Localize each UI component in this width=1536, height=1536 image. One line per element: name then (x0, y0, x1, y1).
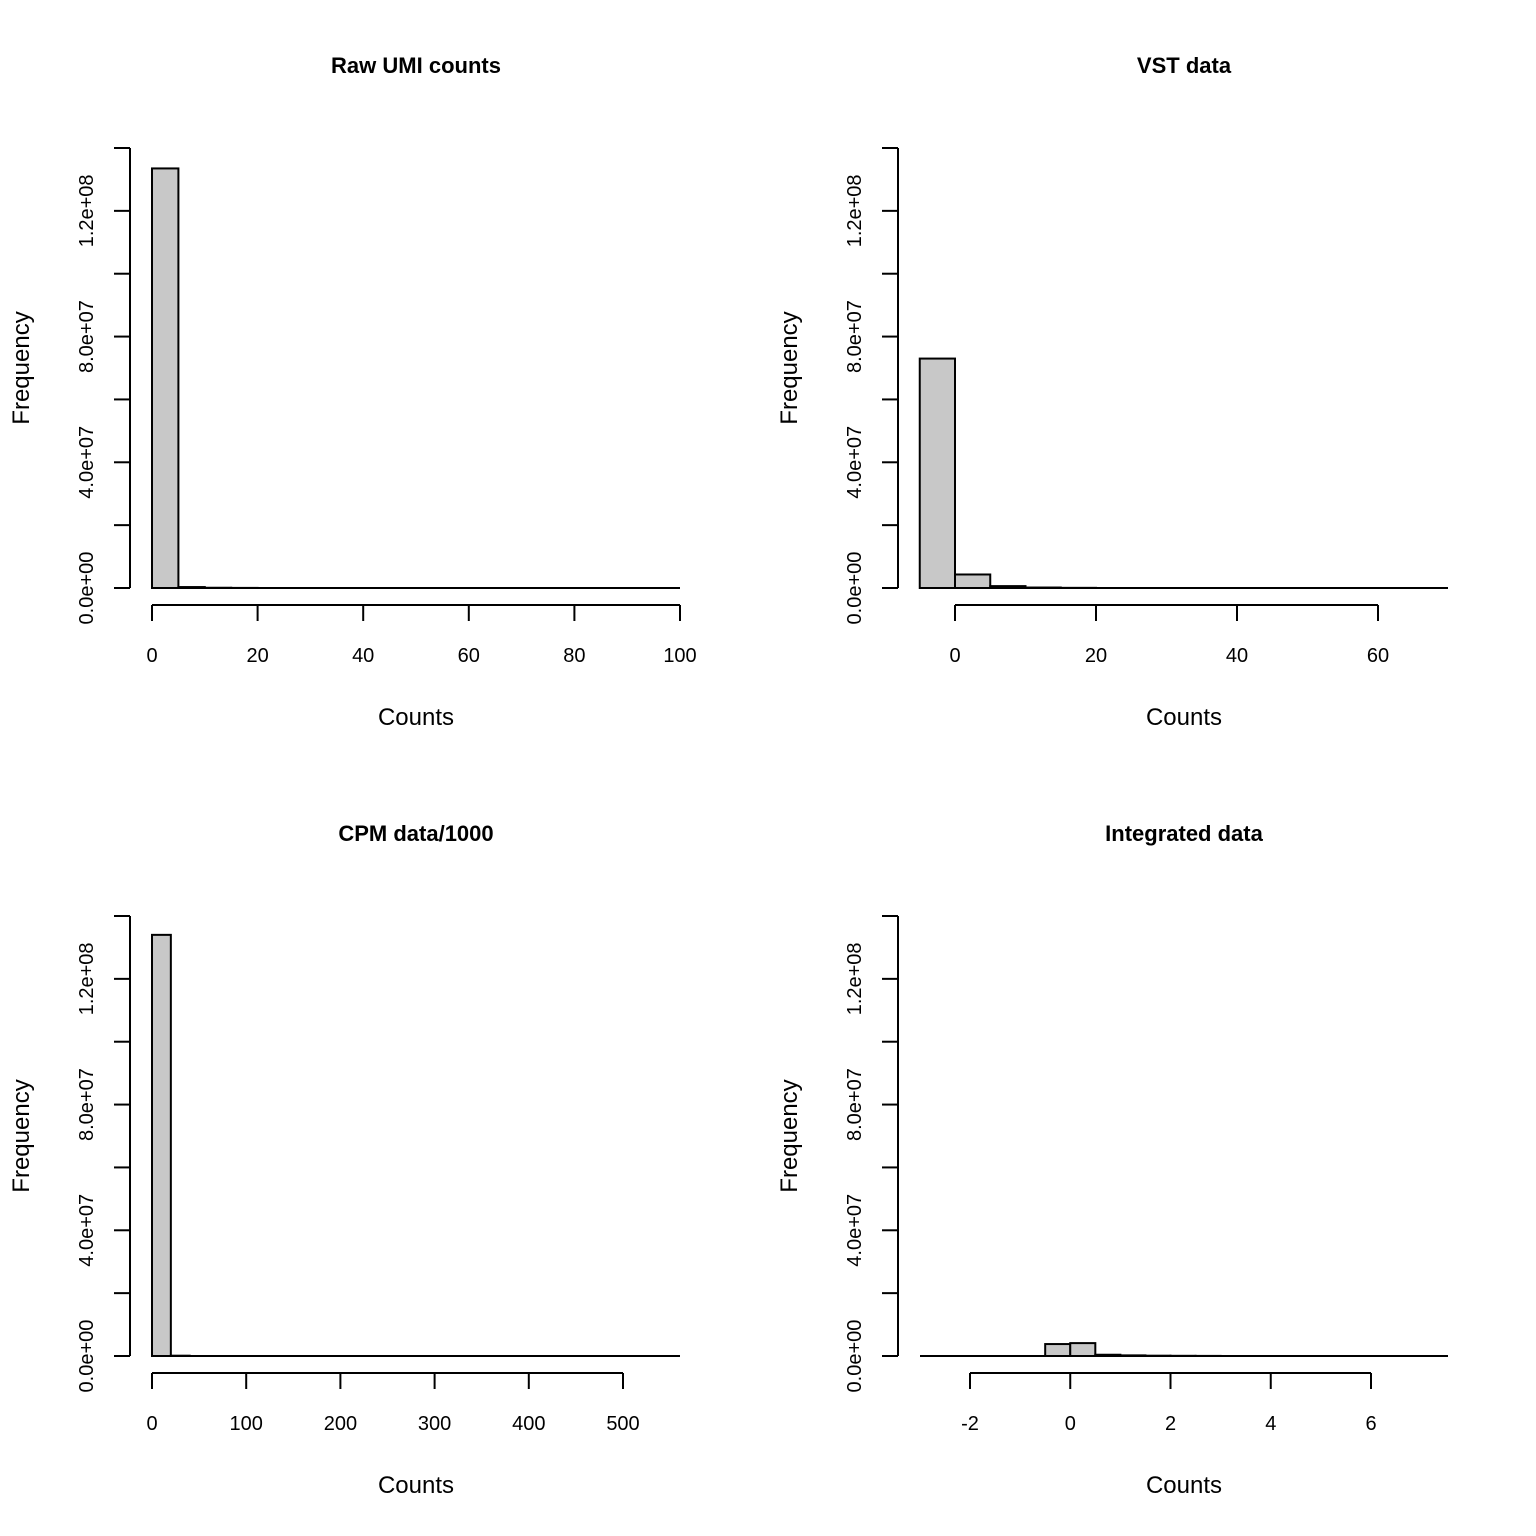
y-tick-label: 1.2e+08 (844, 174, 866, 247)
y-tick-label: 4.0e+07 (76, 426, 98, 499)
y-axis-label: Frequency (8, 1079, 35, 1192)
chart-panel: Integrated data -2 0 2 4 6 Counts 0.0e+00 4.0e+0… (776, 821, 1448, 1499)
y-tick-label: 4.0e+07 (76, 1194, 98, 1267)
chart-title: Integrated data (1105, 821, 1263, 846)
histogram-bar (918, 357, 956, 590)
x-tick-label: 60 (1367, 645, 1389, 667)
y-tick-label: 4.0e+07 (844, 1194, 866, 1267)
x-tick-label: 0 (949, 645, 960, 667)
y-tick-label: 8.0e+07 (76, 300, 98, 373)
x-tick-label: 20 (246, 645, 268, 667)
histogram-bar (954, 573, 992, 590)
x-tick-label: 0 (146, 645, 157, 667)
chart-panel: CPM data/1000 0 100 200 300 400 500 Counts 0.0e+… (8, 821, 680, 1499)
y-tick-label: 0.0e+00 (76, 552, 98, 625)
y-axis-label: Frequency (776, 1079, 803, 1192)
x-tick-label: 0 (1065, 1413, 1076, 1435)
x-tick-label: 300 (418, 1413, 451, 1435)
x-tick-label: 40 (1226, 645, 1248, 667)
x-axis-label: Counts (1146, 1472, 1222, 1499)
y-tick-label: 1.2e+08 (76, 174, 98, 247)
x-axis-label: Counts (378, 704, 454, 731)
x-tick-label: 400 (512, 1413, 545, 1435)
y-tick-label: 8.0e+07 (844, 1068, 866, 1141)
x-tick-label: 4 (1265, 1413, 1276, 1435)
y-tick-label: 1.2e+08 (76, 942, 98, 1015)
histogram-bar (151, 167, 180, 590)
histogram-bar (1044, 1343, 1072, 1357)
x-tick-label: 20 (1085, 645, 1107, 667)
y-tick-label: 8.0e+07 (844, 300, 866, 373)
y-tick-label: 0.0e+00 (76, 1320, 98, 1393)
x-tick-label: 2 (1165, 1413, 1176, 1435)
x-tick-label: 100 (663, 645, 696, 667)
x-tick-label: 60 (458, 645, 480, 667)
chart-title: CPM data/1000 (338, 821, 493, 846)
x-tick-label: -2 (961, 1413, 979, 1435)
y-tick-label: 8.0e+07 (76, 1068, 98, 1141)
chart-panel: VST data 0 20 40 60 Counts 0.0e+00 4.0e+07 8.0e+… (776, 53, 1448, 731)
x-tick-label: 80 (563, 645, 585, 667)
x-tick-label: 6 (1365, 1413, 1376, 1435)
y-tick-label: 4.0e+07 (844, 426, 866, 499)
y-axis-label: Frequency (8, 311, 35, 424)
y-tick-label: 0.0e+00 (844, 552, 866, 625)
x-tick-label: 200 (324, 1413, 357, 1435)
x-tick-label: 500 (606, 1413, 639, 1435)
chart-panel: Raw UMI counts 0 20 40 60 80 100 Counts 0.0e+00 4… (8, 53, 697, 731)
chart-title: Raw UMI counts (331, 53, 501, 78)
x-axis-label: Counts (378, 1472, 454, 1499)
x-tick-label: 40 (352, 645, 374, 667)
y-tick-label: 1.2e+08 (844, 942, 866, 1015)
x-axis-label: Counts (1146, 704, 1222, 731)
histogram-bar (151, 933, 172, 1357)
y-axis-label: Frequency (776, 311, 803, 424)
y-tick-label: 0.0e+00 (844, 1320, 866, 1393)
histogram-bar (1069, 1342, 1097, 1357)
chart-title: VST data (1137, 53, 1232, 78)
x-tick-label: 0 (146, 1413, 157, 1435)
x-tick-label: 100 (230, 1413, 263, 1435)
